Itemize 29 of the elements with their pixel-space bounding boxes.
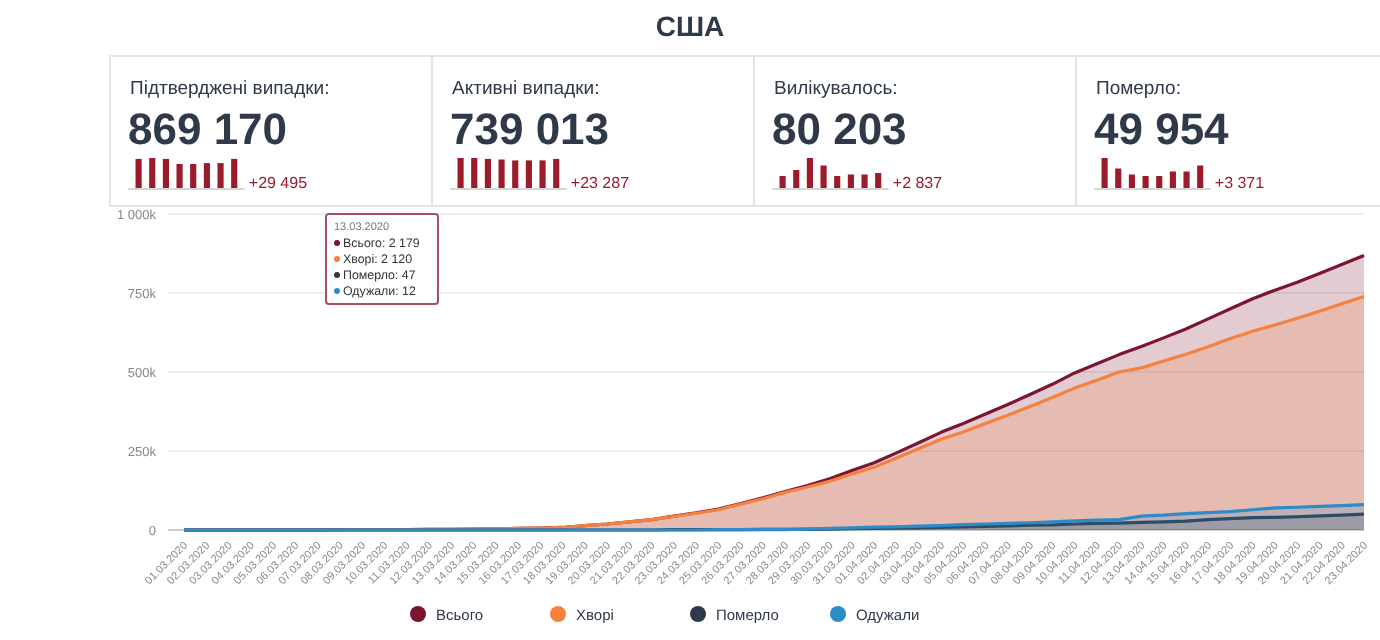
text: +3 371 [1214, 174, 1266, 192]
text: 80 203 [772, 104, 907, 154]
bar [1101, 158, 1108, 188]
text: +23 287 [570, 174, 631, 192]
bar [1128, 174, 1135, 188]
bar [834, 176, 841, 188]
chart-subtitle: Померло: [1096, 78, 1181, 100]
text: +29 495 [248, 174, 309, 192]
text: +2 837 [892, 174, 944, 192]
chart-subtitle: Підтверджені випадки: [130, 78, 330, 100]
bar [806, 158, 813, 188]
chart-subtitle: Активні випадки: [452, 78, 600, 100]
chart-subtitle: Вилікувалось: [774, 78, 898, 100]
text: США [655, 10, 725, 42]
bar [847, 174, 854, 188]
bar [1156, 176, 1163, 188]
bar [820, 165, 827, 188]
bar [1115, 168, 1122, 188]
text: 869 170 [128, 104, 288, 154]
bar [861, 174, 868, 188]
bar [1197, 165, 1204, 188]
bar [875, 173, 882, 188]
text: 49 954 [1094, 104, 1231, 154]
bar [1169, 171, 1176, 188]
bar [1183, 171, 1190, 188]
text: 739 013 [450, 104, 610, 154]
bar [1142, 176, 1149, 188]
bar [779, 176, 786, 188]
bar [793, 170, 800, 188]
